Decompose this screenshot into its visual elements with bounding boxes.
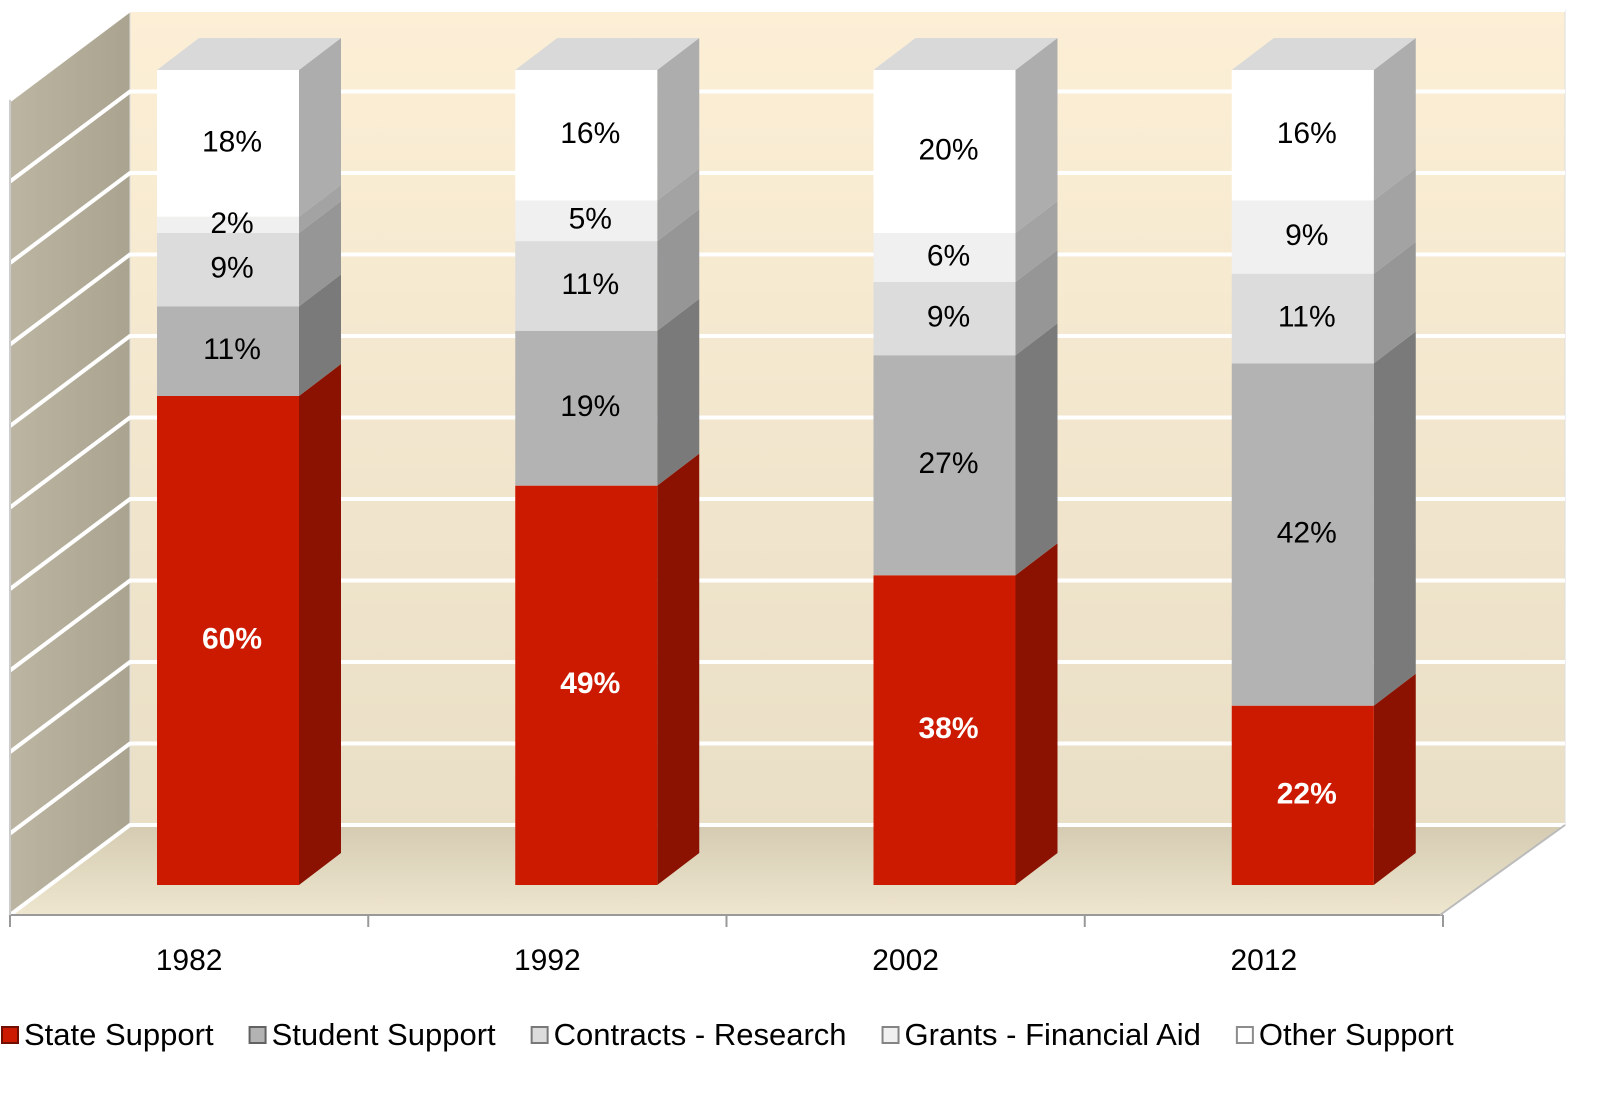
bar-side bbox=[1015, 38, 1058, 233]
value-label: 9% bbox=[1285, 219, 1328, 252]
bar-side bbox=[299, 364, 341, 885]
bar-side bbox=[657, 168, 700, 242]
legend-label: Grants - Financial Aid bbox=[905, 1017, 1201, 1052]
bar bbox=[515, 200, 658, 242]
bar-side bbox=[1015, 543, 1058, 885]
value-label: 27% bbox=[918, 447, 978, 480]
bar bbox=[1231, 200, 1374, 274]
bar-side bbox=[1373, 331, 1416, 706]
value-label: 19% bbox=[560, 390, 620, 423]
grid-line bbox=[8, 415, 1565, 510]
bar bbox=[873, 233, 1016, 282]
bar-side bbox=[299, 201, 341, 307]
value-label: 6% bbox=[927, 239, 970, 272]
bar bbox=[157, 306, 299, 396]
legend-label: Student Support bbox=[272, 1017, 496, 1052]
grid-line bbox=[8, 741, 1565, 836]
value-label: 22% bbox=[1277, 777, 1337, 810]
bar bbox=[1231, 705, 1374, 885]
bar-side bbox=[657, 453, 700, 885]
bar bbox=[1231, 363, 1374, 706]
grid bbox=[8, 8, 1565, 927]
bar-side bbox=[1373, 168, 1416, 274]
legend-swatch bbox=[1, 1026, 19, 1044]
value-label: 42% bbox=[1277, 516, 1337, 549]
bar-side bbox=[299, 274, 341, 396]
x-tick-label: 1992 bbox=[514, 944, 581, 977]
bar-side bbox=[1015, 323, 1058, 576]
value-label: 9% bbox=[210, 252, 253, 285]
legend-swatch bbox=[881, 1026, 900, 1044]
grid-line bbox=[8, 8, 1565, 102]
legend-label: State Support bbox=[24, 1017, 214, 1052]
grid-line bbox=[8, 497, 1565, 591]
value-label: 2% bbox=[210, 207, 253, 240]
x-tick-label: 2002 bbox=[872, 944, 939, 977]
value-label: 18% bbox=[202, 125, 262, 158]
value-label: 11% bbox=[1278, 300, 1336, 333]
bar-side bbox=[1015, 201, 1058, 282]
x-tick-label: 1982 bbox=[156, 944, 223, 977]
value-label: 9% bbox=[927, 300, 970, 333]
grid-line bbox=[8, 578, 1565, 673]
bar-side bbox=[657, 38, 700, 201]
value-label: 38% bbox=[918, 712, 978, 745]
floor-edge bbox=[1439, 824, 1566, 916]
bar-top bbox=[1231, 38, 1416, 70]
bar bbox=[515, 70, 658, 201]
value-label: 5% bbox=[569, 203, 612, 236]
bar-top bbox=[157, 38, 341, 70]
bar bbox=[157, 216, 299, 233]
bars: 1982 60% 11% 9% 2% 18% 1992 49% 19% 11% 5% 16% 2002 3… bbox=[156, 38, 1416, 977]
bar bbox=[1231, 70, 1374, 201]
x-tick-label: 2012 bbox=[1231, 944, 1298, 977]
value-label: 20% bbox=[918, 133, 978, 166]
legend-label: Other Support bbox=[1259, 1017, 1454, 1052]
bar bbox=[1231, 273, 1374, 364]
bar bbox=[157, 396, 299, 885]
value-label: 16% bbox=[560, 117, 620, 150]
bar-side bbox=[1373, 38, 1416, 201]
grid-line bbox=[8, 660, 1565, 754]
bar bbox=[873, 355, 1016, 576]
legend-swatch bbox=[248, 1026, 267, 1044]
bar bbox=[873, 70, 1016, 233]
bar-top bbox=[873, 38, 1058, 70]
legend-swatch bbox=[1235, 1026, 1254, 1044]
bar bbox=[515, 330, 658, 486]
bar-side bbox=[299, 184, 341, 233]
bar-side bbox=[1373, 673, 1416, 885]
bar-side bbox=[299, 38, 341, 217]
value-label: 11% bbox=[561, 268, 619, 301]
bar bbox=[515, 485, 658, 885]
grid-line bbox=[8, 823, 1565, 917]
legend: State Support Student Support Contracts - … bbox=[1, 1017, 1454, 1052]
legend-label: Contracts - Research bbox=[554, 1017, 847, 1052]
bar bbox=[157, 233, 299, 307]
bar bbox=[515, 241, 658, 331]
bar-top bbox=[515, 38, 700, 70]
grid-line bbox=[8, 252, 1565, 347]
bar bbox=[873, 575, 1016, 885]
bar-side bbox=[1373, 241, 1416, 364]
bar bbox=[157, 70, 299, 217]
grid-line bbox=[8, 334, 1565, 428]
legend-swatch bbox=[530, 1026, 549, 1044]
bar-side bbox=[1015, 249, 1058, 356]
value-label: 60% bbox=[202, 622, 262, 655]
grid-line bbox=[8, 89, 1565, 184]
bar bbox=[873, 281, 1016, 356]
bar-side bbox=[657, 209, 700, 331]
value-label: 11% bbox=[203, 333, 261, 366]
bar-side bbox=[657, 298, 700, 486]
value-label: 49% bbox=[560, 667, 620, 700]
value-label: 16% bbox=[1277, 117, 1337, 150]
grid-line bbox=[8, 171, 1565, 265]
